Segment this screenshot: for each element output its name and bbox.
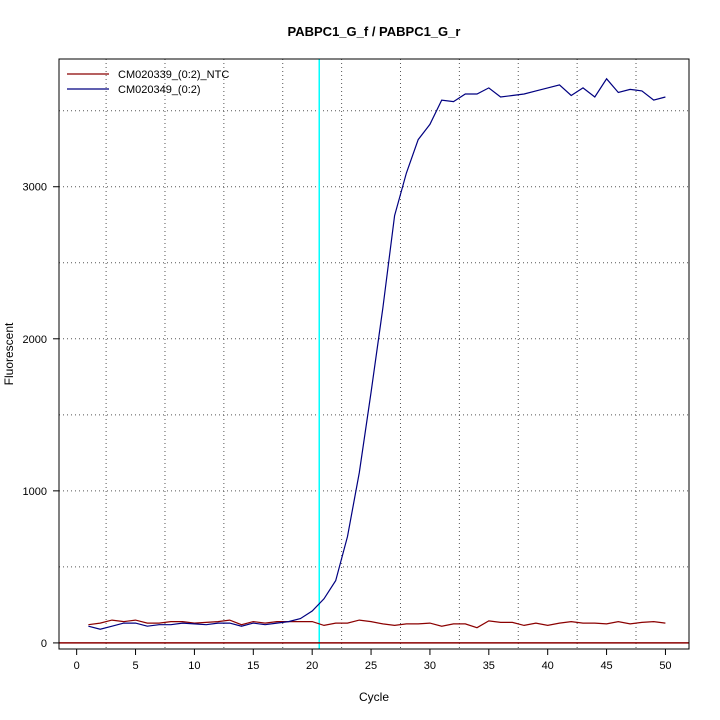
x-tick-label: 10 bbox=[188, 660, 200, 672]
x-tick-label: 50 bbox=[659, 660, 671, 672]
plot-frame bbox=[58, 58, 690, 650]
x-tick-label: 30 bbox=[424, 660, 436, 672]
chart-title: PABPC1_G_f / PABPC1_G_r bbox=[288, 24, 461, 39]
threshold-layer bbox=[59, 59, 689, 649]
series-line-2 bbox=[88, 77, 666, 630]
x-axis-label: Cycle bbox=[359, 690, 389, 704]
y-tick-label: 1000 bbox=[23, 486, 47, 498]
x-tick-label: 25 bbox=[365, 660, 377, 672]
x-tick-label: 45 bbox=[600, 660, 612, 672]
y-tick-label: 2000 bbox=[23, 334, 47, 346]
legend-label: CM020339_(0:2)_NTC bbox=[118, 69, 229, 81]
x-tick-label: 40 bbox=[542, 660, 554, 672]
y-tick-label: 0 bbox=[41, 638, 47, 650]
series-line-1 bbox=[88, 619, 666, 629]
grid-layer bbox=[59, 59, 689, 649]
y-axis-label: Fluorescent bbox=[2, 322, 16, 385]
x-tick-label: 0 bbox=[74, 660, 80, 672]
legend-label: CM020349_(0:2) bbox=[118, 84, 201, 96]
x-tick-label: 20 bbox=[306, 660, 318, 672]
x-axis: 0 5 10 15 20 25 30 35 40 45 50 bbox=[74, 649, 672, 672]
y-tick-label: 3000 bbox=[23, 182, 47, 194]
series-layer bbox=[88, 77, 666, 630]
x-tick-label: 5 bbox=[132, 660, 138, 672]
x-tick-label: 35 bbox=[483, 660, 495, 672]
legend: CM020339_(0:2)_NTC CM020349_(0:2) bbox=[67, 69, 229, 96]
x-tick-label: 15 bbox=[247, 660, 259, 672]
y-axis: 0 1000 2000 3000 bbox=[23, 182, 59, 650]
